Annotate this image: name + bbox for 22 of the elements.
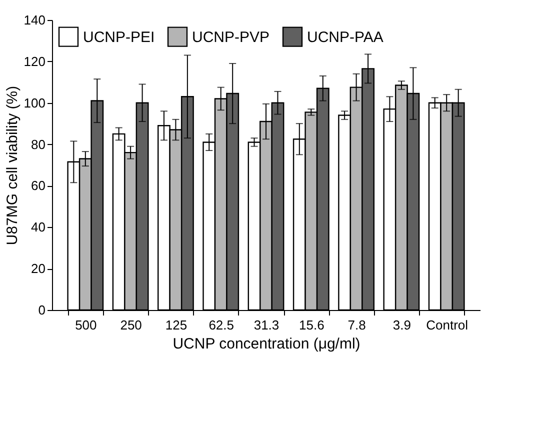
y-tick-label: 80: [31, 136, 46, 152]
x-tick-label: 15.6: [298, 318, 324, 332]
legend-label: UCNP-PEI: [83, 28, 155, 46]
y-tick-label: 60: [31, 178, 46, 194]
y-tick-label: 40: [31, 220, 46, 235]
legend-label: UCNP-PAA: [307, 28, 384, 46]
x-tick-label: 62.5: [208, 318, 234, 332]
legend-label: UCNP-PVP: [192, 28, 270, 46]
y-axis-title: U87MG cell viability (%): [4, 86, 21, 246]
x-tick-label: 31.3: [254, 318, 280, 332]
x-tick-label: 250: [120, 318, 142, 332]
y-tick-label: 0: [38, 302, 46, 318]
x-tick-label: 125: [165, 318, 188, 332]
y-tick-label: 100: [24, 95, 46, 110]
x-tick-label: 500: [75, 318, 97, 332]
x-tick-label: 7.8: [348, 318, 366, 332]
y-tick-label: 120: [24, 54, 46, 69]
x-axis-title: UCNP concentration (μg/ml): [172, 336, 360, 352]
y-tick-label: 140: [24, 12, 46, 28]
x-tick-label: Control: [426, 318, 468, 332]
x-tick-label: 3.9: [392, 318, 411, 332]
y-tick-label: 20: [31, 261, 46, 276]
